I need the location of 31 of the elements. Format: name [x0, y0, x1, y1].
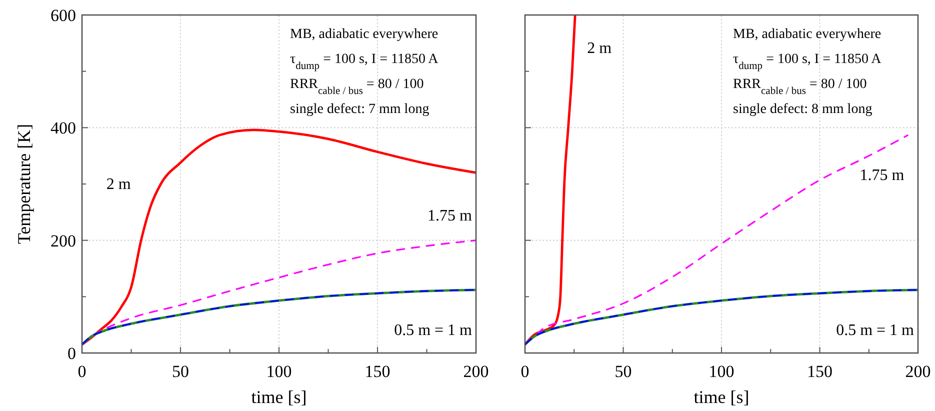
- x-tick-label: 150: [807, 362, 832, 381]
- y-tick-label: 0: [68, 344, 76, 363]
- x-tick-label: 50: [172, 362, 189, 381]
- series-label: 2 m: [106, 176, 132, 193]
- annotation: τ$_{dump}$ = 100 s, I = 11850 A: [290, 52, 440, 72]
- annotation: MB, adiabatic everywhere: [733, 27, 882, 42]
- series-label: 0.5 m = 1 m: [394, 322, 473, 339]
- series-label: 1.75 m: [428, 207, 473, 224]
- y-axis-title: Temperature [K]: [14, 124, 34, 244]
- series-label: 1.75 m: [860, 166, 905, 184]
- x-tick-label: 100: [266, 362, 292, 381]
- series-label: 2 m: [587, 40, 612, 57]
- x-tick-label: 200: [463, 362, 489, 381]
- series-label: 0.5 m = 1 m: [836, 322, 915, 339]
- x-tick-label: 100: [708, 362, 734, 381]
- y-tick-label: 200: [50, 231, 76, 250]
- annotation: τ$_{dump}$ = 100 s, I = 11850 A: [733, 52, 882, 72]
- annotation: MB, adiabatic everywhere: [290, 27, 438, 42]
- x-tick-label: 0: [520, 362, 530, 381]
- x-tick-label: 50: [614, 362, 632, 381]
- annotation: single defect: 8 mm long: [733, 102, 872, 117]
- y-tick-label: 400: [50, 118, 76, 138]
- line-series: [80, 128, 478, 346]
- y-tick-label: 600: [50, 6, 76, 25]
- annotation: RRR$_{cable / bus}$ = 80 / 100: [290, 77, 424, 96]
- annotation: RRR$_{cable / bus}$ = 80 / 100: [733, 77, 867, 96]
- x-tick-label: 200: [905, 362, 931, 381]
- x-axis-title: time [s]: [251, 387, 307, 407]
- x-axis-title: time [s]: [694, 387, 750, 407]
- x-tick-label: 150: [364, 362, 390, 381]
- annotation: single defect: 7 mm long: [290, 102, 430, 117]
